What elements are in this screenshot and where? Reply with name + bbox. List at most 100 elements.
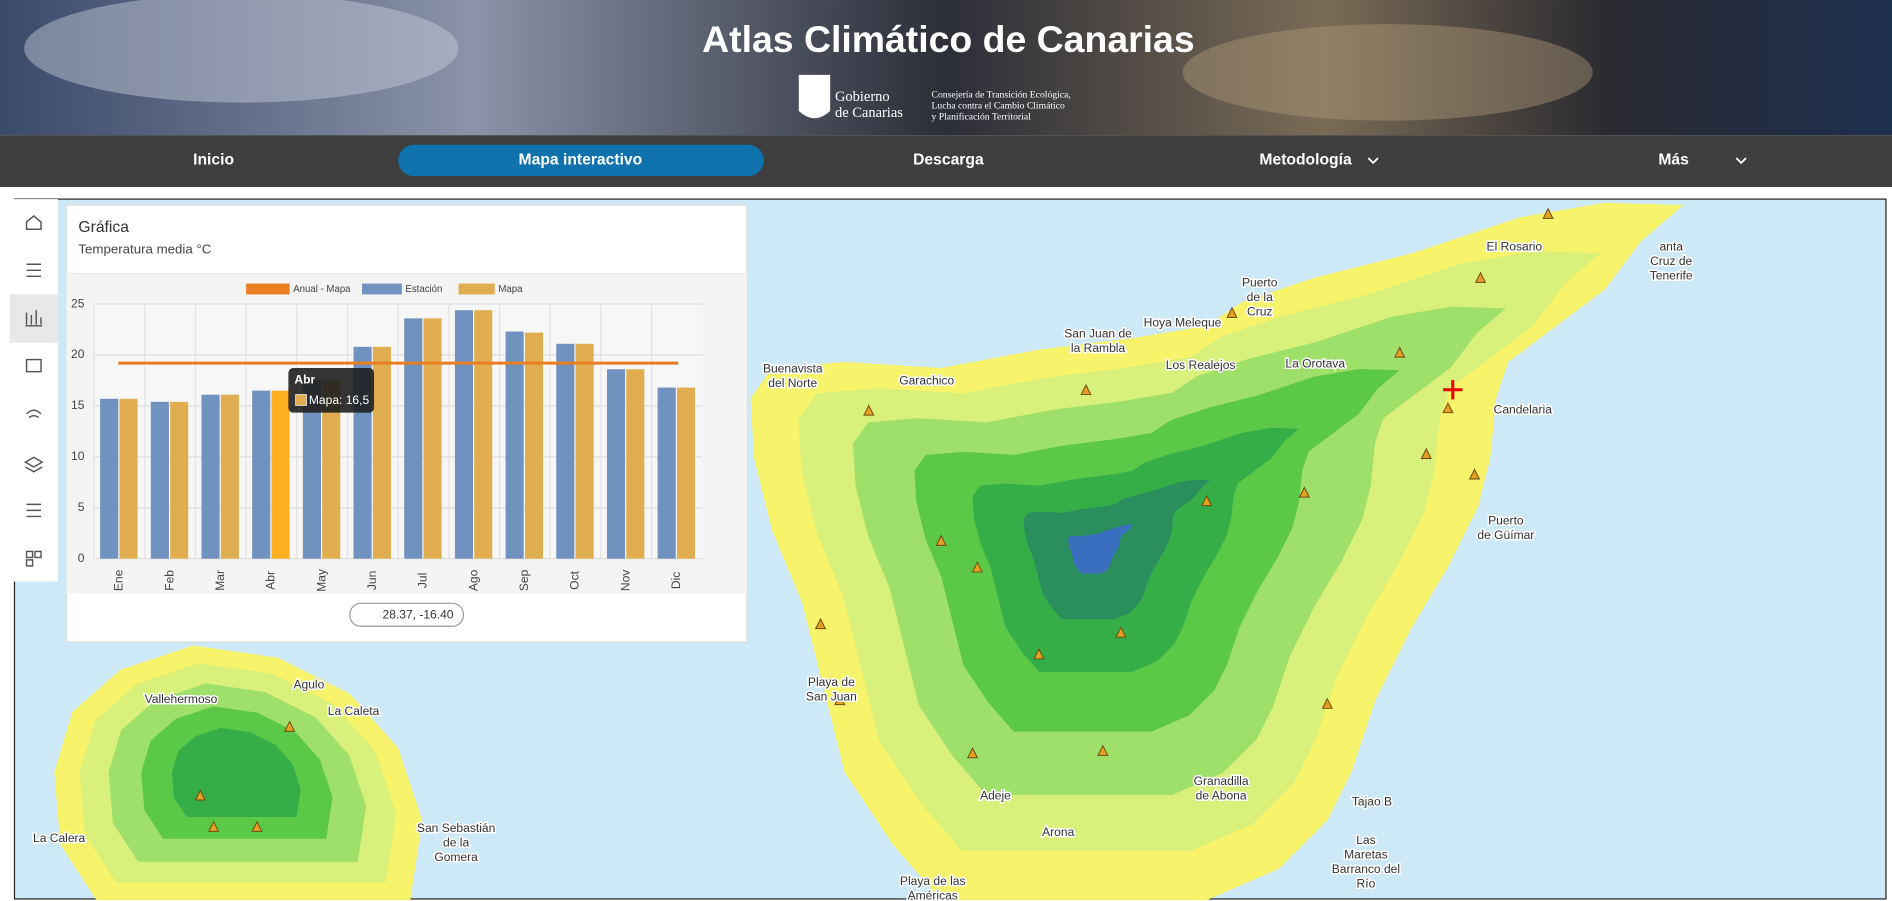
bar[interactable] — [676, 387, 696, 559]
x-tick-label: Jun — [365, 571, 379, 590]
station-marker[interactable] — [1321, 697, 1333, 709]
nav-item[interactable]: Más — [1658, 152, 1689, 169]
station-marker[interactable] — [1394, 346, 1406, 358]
y-tick-label: 15 — [71, 398, 85, 412]
y-tick-label: 25 — [71, 296, 85, 310]
station-marker[interactable] — [1442, 401, 1454, 414]
station-marker[interactable] — [207, 820, 220, 832]
place-label: Cruz de — [1650, 254, 1692, 268]
station-marker[interactable] — [971, 561, 983, 573]
x-tick-label: Feb — [162, 570, 176, 591]
bar[interactable] — [220, 394, 239, 559]
station-marker[interactable] — [1226, 306, 1238, 318]
station-marker[interactable] — [1033, 648, 1045, 660]
bar[interactable] — [626, 369, 645, 559]
nav-item[interactable]: Descarga — [913, 152, 984, 169]
nav-item[interactable]: Mapa interactivo — [519, 152, 643, 169]
station-marker[interactable] — [814, 617, 827, 630]
nav-bar — [0, 135, 1892, 188]
place-label: Vallehermoso — [145, 692, 218, 706]
place-label: anta — [1659, 240, 1683, 254]
legend-label[interactable]: Anual - Mapa — [293, 284, 351, 295]
bar[interactable] — [150, 401, 169, 559]
nav-item[interactable]: Metodología — [1259, 152, 1352, 169]
bar[interactable] — [302, 380, 321, 559]
place-label: Candelaria — [1494, 402, 1553, 416]
legend-label[interactable]: Estación — [405, 284, 442, 295]
bar[interactable] — [252, 390, 271, 559]
place-label: Cruz — [1247, 305, 1272, 319]
cloud — [24, 0, 459, 103]
place-label: Río — [1357, 877, 1376, 891]
bar[interactable] — [322, 380, 341, 559]
x-tick-label: May — [314, 569, 328, 592]
legend-label[interactable]: Mapa — [498, 284, 523, 295]
header-banner — [0, 0, 1892, 136]
station-marker[interactable] — [834, 693, 846, 706]
place-label: Gomera — [434, 850, 478, 864]
y-tick-label: 10 — [71, 449, 85, 463]
place-label: San Juan — [806, 690, 857, 704]
place-label: La Orotava — [1285, 357, 1345, 371]
bar[interactable] — [119, 398, 138, 559]
place-label: del Norte — [768, 376, 817, 390]
logo-shield — [798, 74, 831, 119]
station-marker[interactable] — [1468, 468, 1481, 480]
station-marker[interactable] — [1115, 626, 1127, 638]
station-marker[interactable] — [863, 404, 875, 416]
place-label: de la — [1247, 290, 1273, 304]
station-marker[interactable] — [1080, 383, 1092, 396]
bar[interactable] — [404, 318, 423, 559]
station-marker[interactable] — [1201, 494, 1213, 507]
place-label: Américas — [908, 889, 958, 901]
logo-text: Gobierno — [835, 89, 890, 105]
bar[interactable] — [170, 401, 189, 559]
bar[interactable] — [474, 310, 493, 559]
bar[interactable] — [606, 369, 626, 559]
place-label: Garachico — [899, 373, 954, 387]
bar[interactable] — [575, 343, 594, 559]
bar[interactable] — [372, 346, 391, 559]
place-label: de Güímar — [1477, 528, 1534, 542]
bar[interactable] — [505, 331, 524, 559]
bar[interactable] — [524, 332, 543, 559]
tooltip-title: Abr — [294, 372, 315, 386]
place-label: San Juan de — [1064, 326, 1132, 340]
bar[interactable] — [657, 387, 676, 559]
station-marker[interactable] — [935, 534, 947, 546]
station-marker[interactable] — [1298, 486, 1310, 498]
station-marker[interactable] — [1474, 271, 1487, 283]
bar[interactable] — [201, 394, 220, 559]
bar[interactable] — [556, 343, 575, 559]
station-marker[interactable] — [966, 747, 979, 759]
x-tick-label: Dic — [669, 572, 683, 589]
toolbar-icons[interactable] — [23, 215, 44, 567]
place-label: Los Realejos — [1166, 358, 1236, 372]
place-label: Adeje — [980, 789, 1011, 803]
station-marker[interactable] — [251, 820, 263, 832]
station-marker[interactable] — [1097, 744, 1109, 756]
bar[interactable] — [454, 310, 473, 559]
legend-swatch[interactable] — [458, 283, 495, 295]
legend-swatch[interactable] — [246, 283, 290, 295]
x-tick-label: Ago — [466, 569, 480, 591]
station-marker[interactable] — [194, 789, 206, 801]
place-label: La Caleta — [328, 704, 380, 718]
station-marker[interactable] — [283, 720, 296, 732]
station-marker[interactable] — [1420, 447, 1432, 460]
bar[interactable] — [271, 390, 290, 559]
coord-chip[interactable] — [349, 602, 464, 627]
tooltip-label: Mapa: 16,5 — [309, 393, 370, 407]
place-label: Tajao B — [1352, 795, 1392, 809]
place-label: San Sebastián — [417, 821, 495, 835]
x-tick-label: Oct — [568, 570, 582, 589]
nav-item[interactable]: Inicio — [193, 152, 234, 169]
place-label: Arona — [1042, 825, 1074, 839]
bar[interactable] — [100, 398, 119, 559]
bar[interactable] — [423, 318, 442, 559]
place-label: de la — [443, 836, 469, 850]
legend-swatch[interactable] — [361, 283, 402, 295]
x-tick-label: Jul — [416, 573, 430, 588]
station-marker[interactable] — [1542, 207, 1554, 219]
